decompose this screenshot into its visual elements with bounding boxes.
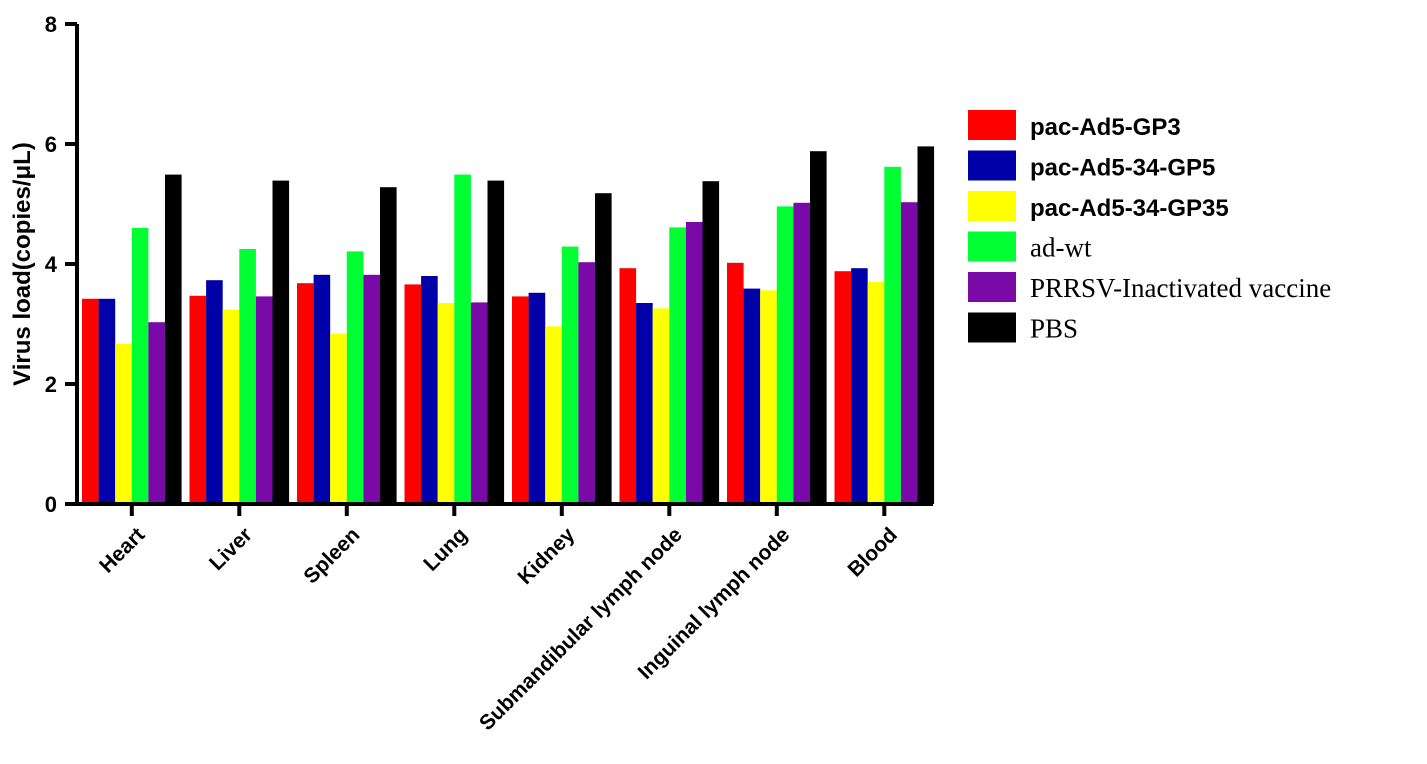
bar xyxy=(131,228,149,504)
y-tick-label: 6 xyxy=(45,132,57,157)
legend-label: PBS xyxy=(1030,314,1078,344)
bar xyxy=(528,292,546,504)
bar xyxy=(470,302,488,504)
y-ticks-group: 0 2 4 6 8 xyxy=(45,12,77,517)
legend: pac-Ad5-GP3 pac-Ad5-34-GP5 pac-Ad5-34-GP35… xyxy=(968,110,1331,344)
bar xyxy=(578,262,595,504)
bar xyxy=(685,222,703,504)
legend-label: ad-wt xyxy=(1030,233,1092,263)
bar xyxy=(255,296,273,504)
bar xyxy=(222,309,240,504)
bar xyxy=(545,326,562,504)
bar xyxy=(884,166,901,505)
bar xyxy=(437,303,455,504)
y-tick-label: 8 xyxy=(45,12,57,37)
x-tick-label: Lung xyxy=(419,523,472,576)
bar xyxy=(669,227,686,504)
bar xyxy=(636,303,653,504)
bar xyxy=(727,262,744,504)
y-tick-label: 4 xyxy=(45,252,58,277)
bar xyxy=(512,296,529,504)
bar xyxy=(487,180,505,504)
x-tick-label: Liver xyxy=(205,523,257,575)
legend-swatch xyxy=(968,312,1016,343)
x-tick-labels-group: Heart Liver Spleen Lung KidneySubmandibular … xyxy=(95,523,902,735)
bar xyxy=(810,151,827,504)
bar xyxy=(363,274,380,504)
bar xyxy=(900,202,918,504)
bar xyxy=(867,282,885,504)
bar xyxy=(346,251,364,504)
bar xyxy=(619,268,637,504)
bar xyxy=(297,283,314,504)
bar xyxy=(148,322,165,504)
bar xyxy=(743,288,761,504)
bar xyxy=(165,174,182,504)
bar xyxy=(115,343,132,504)
x-tick-label: Heart xyxy=(95,523,149,577)
bar xyxy=(404,284,422,504)
bar xyxy=(776,206,794,504)
bar xyxy=(421,276,438,504)
legend-swatch xyxy=(968,110,1016,140)
bar xyxy=(380,187,397,504)
legend-swatch xyxy=(968,272,1016,302)
y-axis-label: Virus load(copies/μL) xyxy=(9,142,36,386)
legend-label: pac-Ad5-GP3 xyxy=(1030,114,1181,141)
bar xyxy=(760,290,777,504)
bar xyxy=(454,174,471,504)
legend-swatch xyxy=(968,150,1016,181)
bar xyxy=(652,308,670,504)
bar xyxy=(917,146,935,504)
bar xyxy=(595,193,612,504)
bar xyxy=(834,271,852,504)
bars-group xyxy=(82,146,935,505)
x-tick-label: Blood xyxy=(844,523,902,581)
bar xyxy=(313,274,331,504)
legend-label: pac-Ad5-34-GP5 xyxy=(1030,155,1215,182)
y-tick-label: 0 xyxy=(45,492,57,517)
bar xyxy=(272,180,290,504)
bar xyxy=(239,249,256,504)
x-tick-label: Submandibular lymph node xyxy=(475,523,687,735)
bar xyxy=(851,268,868,504)
bar xyxy=(189,295,207,504)
legend-swatch xyxy=(968,191,1016,221)
bar xyxy=(330,333,347,504)
legend-label: PRRSV-Inactivated vaccine xyxy=(1030,273,1331,303)
bar xyxy=(98,298,116,504)
x-tick-label: Kidney xyxy=(514,523,580,589)
bar xyxy=(561,246,579,504)
bar xyxy=(82,298,99,504)
legend-label: pac-Ad5-34-GP35 xyxy=(1030,195,1229,222)
legend-swatch xyxy=(968,231,1016,262)
y-tick-label: 2 xyxy=(45,372,57,397)
bar xyxy=(702,181,720,504)
bar xyxy=(793,202,810,505)
bar xyxy=(206,280,223,504)
x-tick-label: Spleen xyxy=(299,523,364,588)
